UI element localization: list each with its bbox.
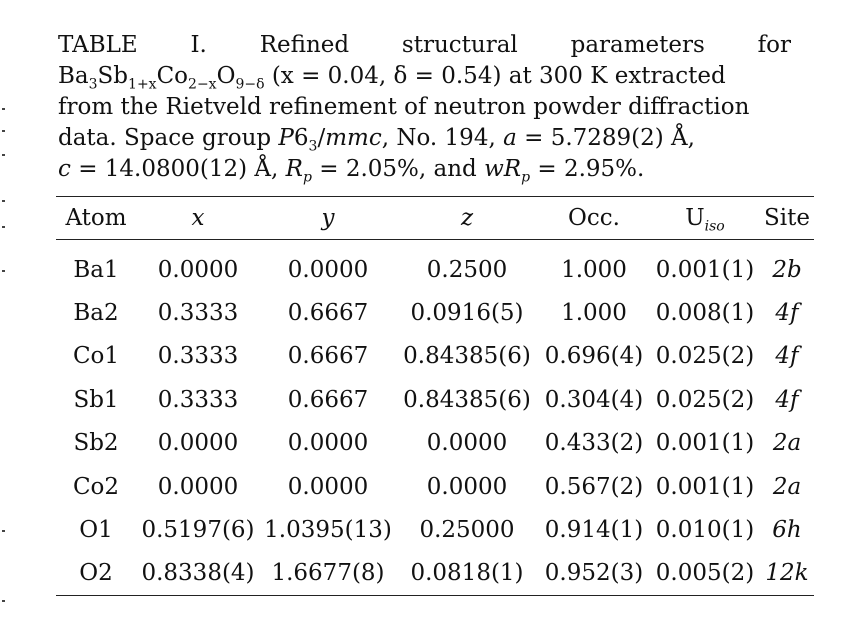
table-row: Sb2 0.0000 0.0000 0.0000 0.433(2) 0.001(1) 2a — [56, 422, 814, 465]
cell-site: 4f — [775, 343, 799, 370]
caption-line-2: Ba3Sb1+xCo2−xO9−δ (x = 0.04, δ = 0.54) a… — [58, 61, 791, 92]
header-uiso: Uiso — [650, 196, 760, 240]
cell-z: 0.0000 — [426, 473, 508, 500]
cell-atom: Ba2 — [73, 300, 119, 327]
caption-line-4: data. Space group P63/mmc, No. 194, a = … — [58, 125, 695, 155]
table-row: Co2 0.0000 0.0000 0.0000 0.567(2) 0.001(1) 2a — [56, 465, 814, 508]
caption-line-3: from the Rietveld refinement of neutron … — [58, 94, 750, 120]
cell-x: 0.0000 — [157, 473, 239, 500]
table-row: Ba2 0.3333 0.6667 0.0916(5) 1.000 0.008(1) 4f — [56, 291, 814, 334]
header-atom: Atom — [56, 196, 136, 240]
cell-z: 0.25000 — [419, 517, 515, 544]
cell-atom: O1 — [79, 517, 113, 544]
table-row: O1 0.5197(6) 1.0395(13) 0.25000 0.914(1) 0.01… — [56, 508, 814, 551]
caption-line-1: TABLE I. Refined structural parameters f… — [58, 30, 791, 61]
cell-y: 0.6667 — [287, 386, 369, 413]
cell-x: 0.3333 — [157, 386, 239, 413]
cell-site: 2a — [772, 430, 802, 457]
cell-x: 0.5197(6) — [141, 517, 255, 544]
cell-uiso: 0.008(1) — [655, 300, 755, 327]
cell-atom: Co2 — [72, 473, 120, 500]
table-caption: TABLE I. Refined structural parameters f… — [58, 30, 791, 185]
cell-occ: 0.433(2) — [544, 430, 644, 457]
cell-z: 0.0000 — [426, 430, 508, 457]
left-margin-marks — [0, 100, 8, 620]
cell-atom: O2 — [56, 551, 136, 597]
caption-line-1-text: Refined structural parameters for — [259, 32, 791, 58]
cell-uiso: 0.005(2) — [650, 551, 760, 597]
caption-formula: Ba3Sb1+xCo2−xO9−δ — [58, 63, 265, 93]
cell-uiso: 0.025(2) — [655, 386, 755, 413]
cell-x: 0.8338(4) — [136, 551, 260, 597]
cell-y: 0.6667 — [287, 343, 369, 370]
table-row: O2 0.8338(4) 1.6677(8) 0.0818(1) 0.952(3) 0.0… — [56, 551, 814, 597]
cell-site: 2b — [772, 256, 802, 283]
cell-y: 1.0395(13) — [264, 517, 392, 544]
cell-site: 12k — [760, 551, 814, 597]
header-x: x — [136, 196, 260, 240]
table-row: Co1 0.3333 0.6667 0.84385(6) 0.696(4) 0.025(2… — [56, 335, 814, 378]
cell-uiso: 0.025(2) — [655, 343, 755, 370]
cell-x: 0.0000 — [157, 256, 239, 283]
caption-line-2-text: (x = 0.04, δ = 0.54) at 300 K extracted — [271, 63, 726, 89]
cell-site: 6h — [772, 517, 802, 544]
cell-y: 1.6677(8) — [260, 551, 396, 597]
cell-occ: 0.952(3) — [538, 551, 650, 597]
cell-occ: 0.567(2) — [544, 473, 644, 500]
cell-z: 0.2500 — [426, 256, 508, 283]
cell-uiso: 0.001(1) — [655, 473, 755, 500]
cell-occ: 0.914(1) — [544, 517, 644, 544]
cell-site: 4f — [775, 386, 799, 413]
cell-y: 0.0000 — [287, 430, 369, 457]
cell-occ: 0.304(4) — [544, 386, 644, 413]
cell-uiso: 0.001(1) — [655, 256, 755, 283]
table-header-row: Atom x y z Occ. Uiso Site — [56, 196, 814, 240]
cell-x: 0.3333 — [157, 300, 239, 327]
cell-atom: Sb1 — [73, 386, 119, 413]
cell-y: 0.0000 — [287, 473, 369, 500]
header-y: y — [260, 196, 396, 240]
table-row: Sb1 0.3333 0.6667 0.84385(6) 0.304(4) 0.025(2… — [56, 378, 814, 421]
cell-z: 0.84385(6) — [403, 386, 531, 413]
cell-z: 0.84385(6) — [403, 343, 531, 370]
header-site: Site — [760, 196, 814, 240]
cell-site: 4f — [775, 300, 799, 327]
cell-site: 2a — [772, 473, 802, 500]
cell-uiso: 0.001(1) — [655, 430, 755, 457]
cell-atom: Sb2 — [73, 430, 119, 457]
cell-occ: 0.696(4) — [544, 343, 644, 370]
cell-z: 0.0916(5) — [410, 300, 524, 327]
caption-line-5: c = 14.0800(12) Å, Rp = 2.05%, and wRp =… — [58, 156, 645, 186]
cell-x: 0.3333 — [157, 343, 239, 370]
header-z: z — [396, 196, 538, 240]
cell-atom: Ba1 — [73, 256, 119, 283]
cell-uiso: 0.010(1) — [655, 517, 755, 544]
cell-y: 0.0000 — [287, 256, 369, 283]
table-row: Ba1 0.0000 0.0000 0.2500 1.000 0.001(1) 2b — [56, 240, 814, 292]
cell-occ: 1.000 — [561, 256, 627, 283]
cell-y: 0.6667 — [287, 300, 369, 327]
cell-z: 0.0818(1) — [396, 551, 538, 597]
cell-occ: 1.000 — [561, 300, 627, 327]
caption-label: TABLE I. — [58, 32, 207, 58]
cell-atom: Co1 — [72, 343, 120, 370]
structural-parameters-table: Atom x y z Occ. Uiso Site Ba1 0.0000 0.000… — [56, 196, 814, 597]
cell-x: 0.0000 — [157, 430, 239, 457]
header-occ: Occ. — [538, 196, 650, 240]
